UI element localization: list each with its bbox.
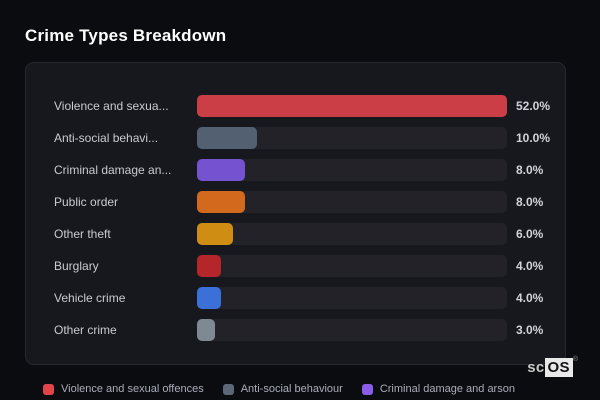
legend-label: Anti-social behaviour [240,383,343,395]
category-label: Criminal damage an... [54,163,172,177]
registered-trademark-icon: ® [572,356,578,363]
value-label: 8.0% [516,195,544,209]
value-label: 52.0% [516,99,551,113]
bar-row: Other theft 6.0% [54,223,551,245]
bar-segment[interactable] [197,95,507,117]
bar-segment[interactable] [197,223,233,245]
bar-track [197,223,507,245]
legend-swatch-icon [361,383,373,395]
value-label: 10.0% [516,131,551,145]
value-label: 8.0% [516,163,544,177]
bar-segment[interactable] [197,319,215,341]
bar-row: Criminal damage an... 8.0% [54,159,551,181]
category-label: Burglary [54,259,99,273]
category-label: Vehicle crime [54,291,126,305]
bar-row: Anti-social behavi... 10.0% [54,127,551,149]
category-label: Other theft [54,227,111,241]
scos-logo: sc OS ® [527,356,578,377]
category-label: Public order [54,195,119,209]
legend-swatch-icon [43,383,54,395]
legend-swatch-icon [222,383,234,395]
category-label: Other crime [54,323,117,337]
bar-row: Public order 8.0% [54,191,551,213]
bar-chart: Violence and sexua... 52.0% Anti-social … [54,95,551,341]
bar-segment[interactable] [197,255,221,277]
bar-track [197,191,507,213]
value-label: 4.0% [516,259,544,273]
chart-legend: Violence and sexual offences Anti-social… [43,383,515,395]
value-label: 4.0% [516,291,544,305]
page-title: Crime Types Breakdown [25,26,227,45]
category-label: Anti-social behavi... [54,131,159,145]
bar-segment[interactable] [197,159,245,181]
bar-track [197,255,507,277]
category-label: Violence and sexua... [54,99,169,113]
bar-track [197,319,507,341]
bar-segment[interactable] [197,191,245,213]
bar-track [197,159,507,181]
bar-track [197,127,507,149]
legend-label: Criminal damage and arson [379,383,515,395]
bar-row: Violence and sexua... 52.0% [54,95,551,117]
bar-segment[interactable] [197,287,221,309]
bar-track [197,95,507,117]
value-label: 6.0% [516,227,544,241]
legend-item[interactable]: Criminal damage and arson [361,383,515,395]
chart-card: Violence and sexua... 52.0% Anti-social … [25,62,566,365]
legend-label: Violence and sexual offences [61,383,204,395]
bar-row: Vehicle crime 4.0% [54,287,551,309]
scos-logo-suffix: OS [544,358,573,377]
bar-track [197,287,507,309]
value-label: 3.0% [516,323,544,337]
legend-item[interactable]: Violence and sexual offences [43,383,204,395]
legend-item[interactable]: Anti-social behaviour [222,383,343,395]
bar-row: Burglary 4.0% [54,255,551,277]
bar-segment[interactable] [197,127,257,149]
scos-logo-prefix: sc [527,359,545,376]
bar-row: Other crime 3.0% [54,319,551,341]
